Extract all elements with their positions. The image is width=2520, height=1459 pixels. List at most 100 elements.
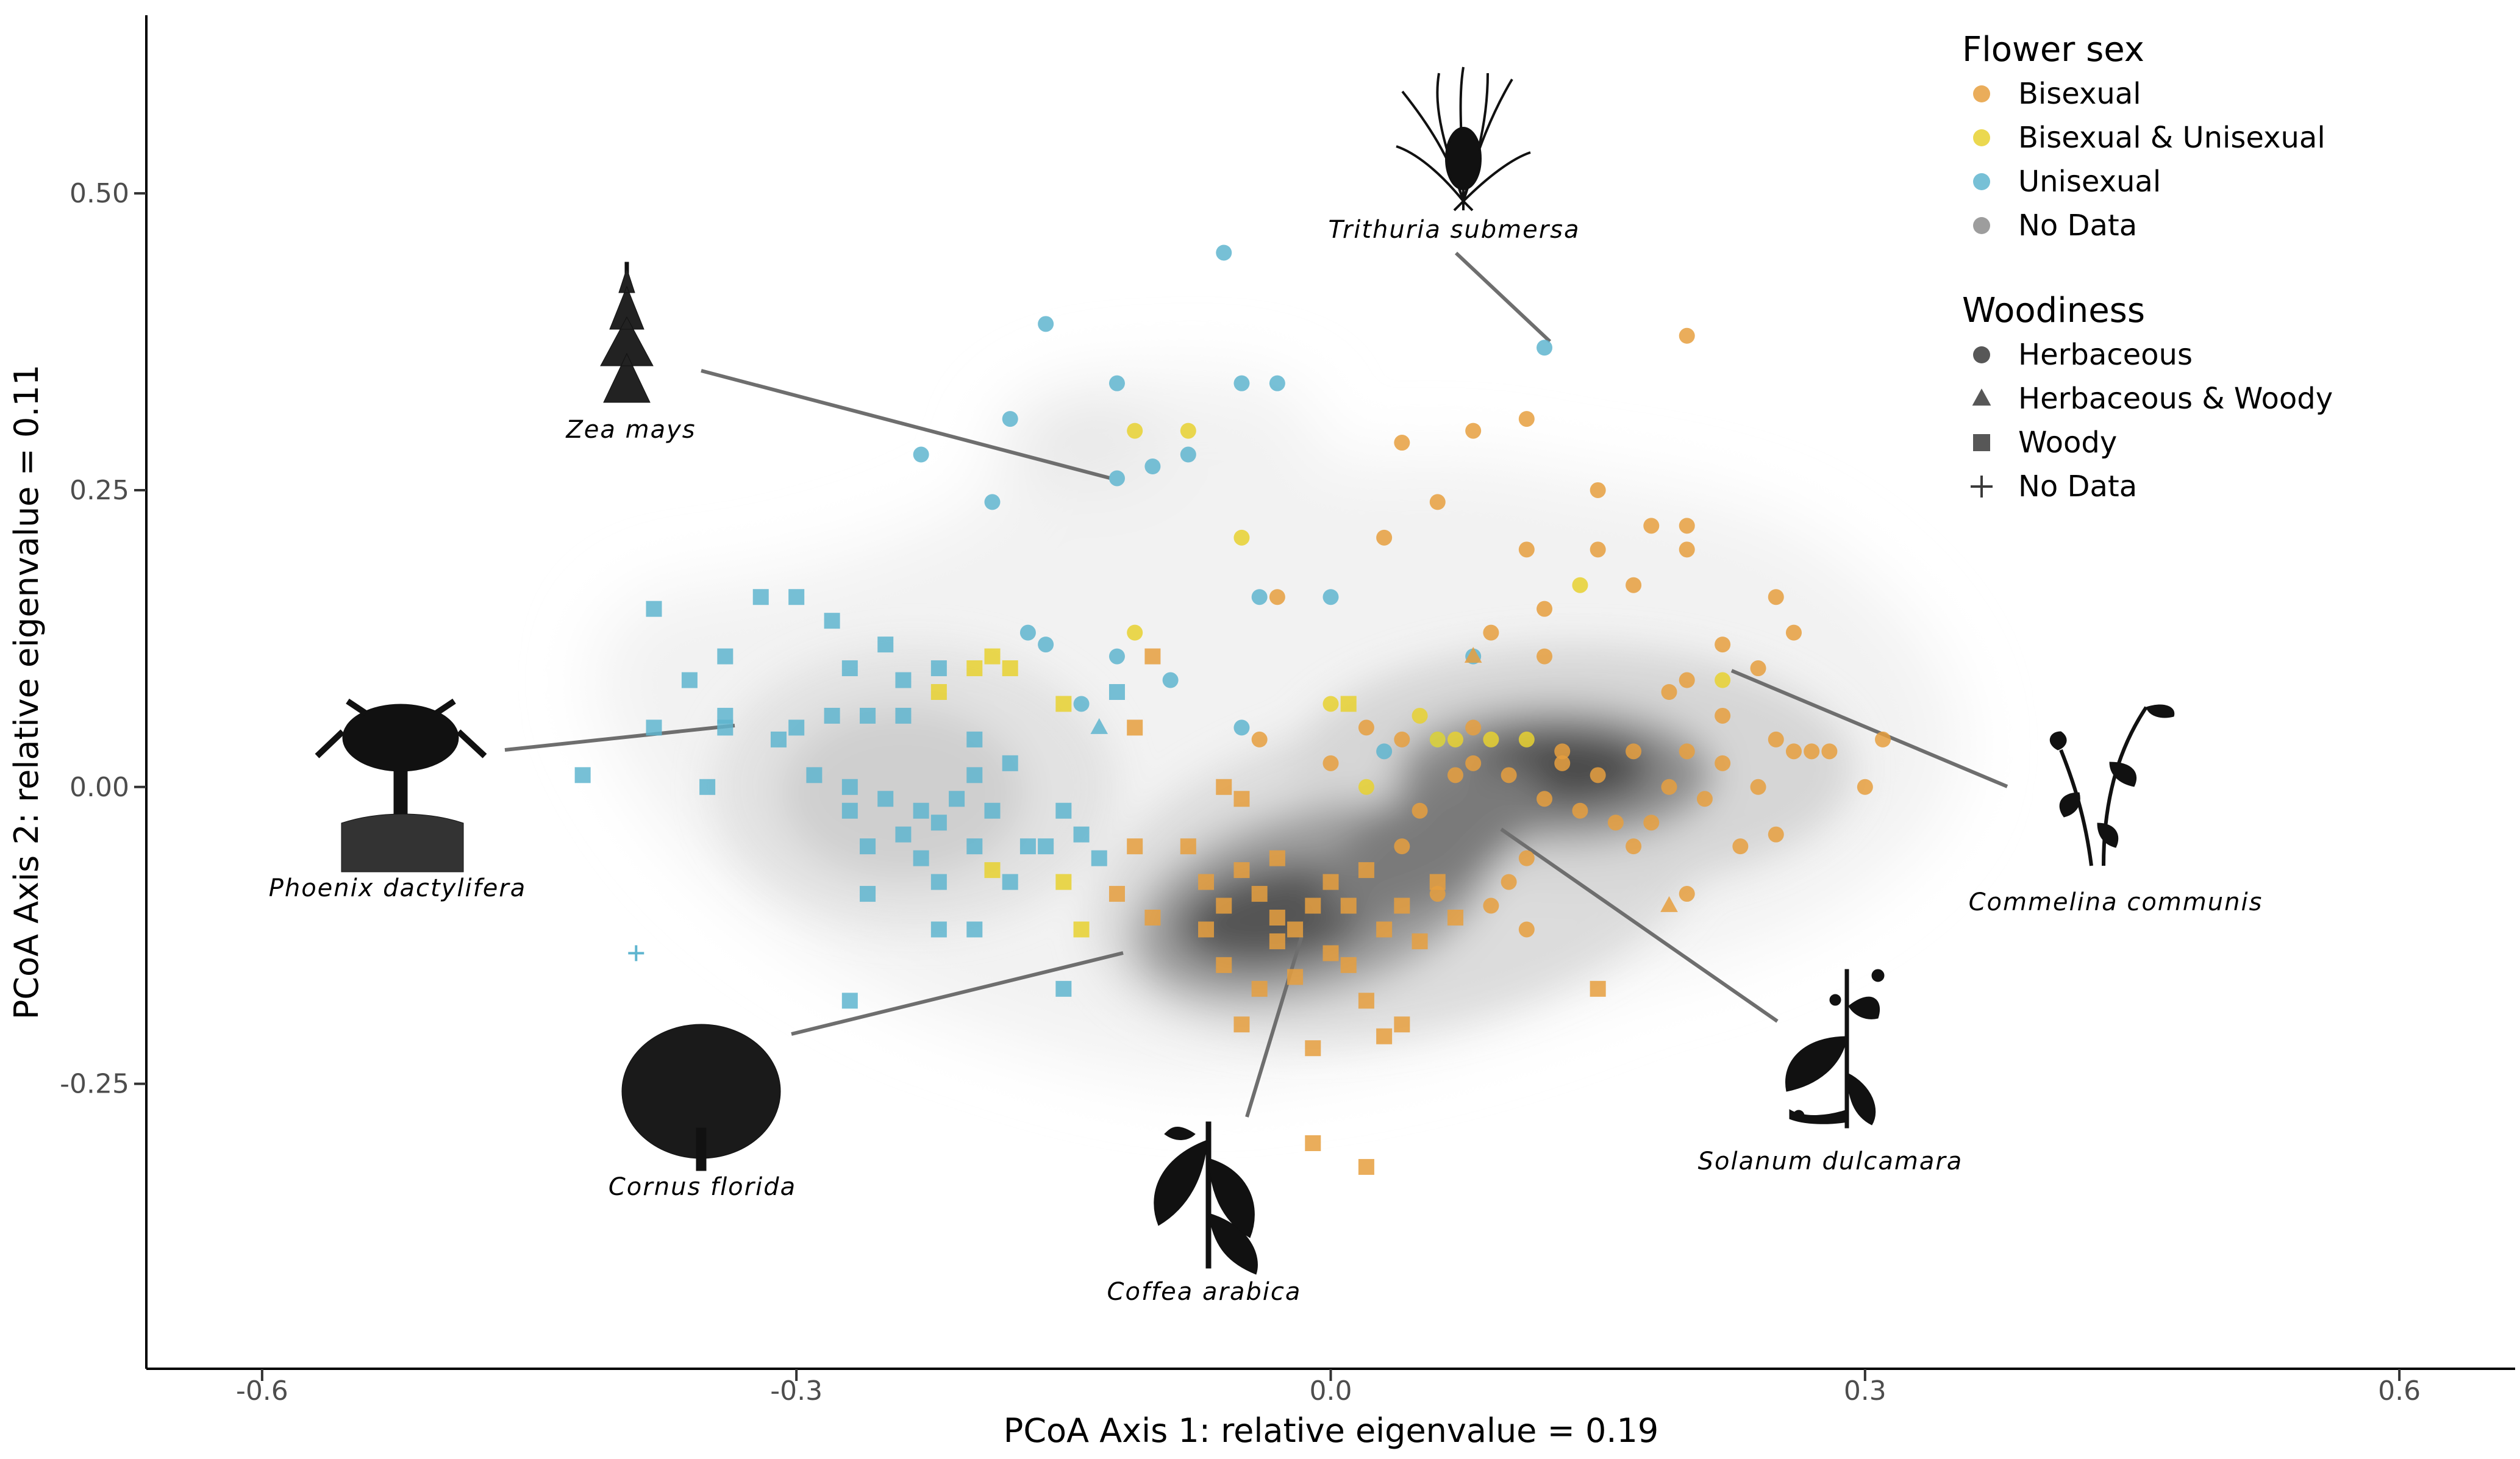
data-point [1572,577,1588,593]
legend-key [1973,346,1990,363]
data-point [1002,874,1018,890]
data-point [1002,411,1018,427]
data-point [930,874,947,890]
data-point [1715,707,1731,724]
data-point [1322,696,1339,712]
data-point [1108,684,1125,700]
data-point [1447,731,1463,747]
data-point [1127,423,1143,439]
data-point [841,660,858,677]
data-point [1322,945,1339,961]
data-point [1785,624,1802,641]
data-point [1537,601,1553,617]
data-point [1216,957,1232,973]
data-point [1412,933,1428,949]
cornus-silhouette [621,1024,781,1171]
data-point [1715,672,1731,688]
data-point [1340,957,1357,973]
data-point [1394,731,1410,747]
data-point [1322,755,1339,771]
data-point [860,886,876,902]
data-point [1715,755,1731,771]
data-point [646,719,662,736]
x-tick-label: 0.3 [1844,1375,1886,1407]
data-point [984,862,1001,879]
data-point [1233,529,1250,546]
data-point [930,660,947,677]
leader-phoenix [504,724,735,752]
data-point [1501,767,1517,783]
data-point [1376,1028,1393,1044]
y-axis-ticks: -0.25 0.00 0.25 0.50 [60,178,146,1100]
data-point [1643,815,1660,831]
solanum-silhouette [1785,969,1885,1129]
x-axis-ticks: -0.6 -0.3 0.0 0.3 0.6 [236,1369,2421,1407]
data-point [1412,802,1428,819]
data-point [1590,980,1606,997]
data-point [1429,494,1446,510]
data-point [1233,375,1250,391]
data-point [1358,719,1374,736]
plant-silhouettes [315,66,2175,1275]
data-point [1661,684,1677,700]
data-point [1394,897,1410,914]
data-point [1679,518,1695,534]
legend-label: Unisexual [2018,165,2161,199]
species-label: Solanum dulcamara [1698,1147,1963,1175]
data-point [1447,910,1463,926]
data-point [1269,589,1285,605]
data-point [1358,862,1374,879]
x-tick-label: 0.0 [1310,1375,1352,1407]
data-point [913,446,929,463]
legend-label: No Data [2018,209,2137,243]
data-point [788,719,805,736]
data-point [1537,791,1553,807]
data-point [841,779,858,795]
data-point [1038,637,1054,653]
species-label: Trithuria submersa [1328,216,1580,244]
data-point [841,993,858,1009]
data-point [1127,838,1143,855]
data-point [1750,660,1766,677]
data-point [895,672,912,688]
data-point [966,921,983,938]
species-label: Cornus florida [609,1173,796,1201]
data-point [1180,446,1196,463]
data-point [1216,897,1232,914]
phoenix-silhouette [315,698,487,872]
y-tick-label: 0.25 [70,475,129,506]
leader-commelina [1730,669,2008,788]
data-point [1376,743,1393,760]
data-point [1108,375,1125,391]
data-point [1002,755,1018,771]
data-point [1590,541,1606,558]
data-point [1055,980,1072,997]
data-point [1412,707,1428,724]
x-tick-label: -0.3 [770,1375,823,1407]
legend-label: No Data [2018,469,2137,504]
data-point [1857,779,1873,795]
legend-key [1973,434,1990,451]
data-point [1626,838,1642,855]
data-point [1768,589,1784,605]
data-point [1607,815,1624,831]
species-label: Coffea arabica [1107,1278,1302,1306]
legend-label: Bisexual [2018,77,2141,111]
data-point [930,684,947,700]
data-point [1038,316,1054,332]
data-point [1679,672,1695,688]
data-point [1483,731,1499,747]
data-point [1554,743,1571,760]
data-point [1518,411,1535,427]
data-point [1269,375,1285,391]
leader-cornus [791,951,1124,1036]
data-point [949,791,965,807]
data-point [1091,850,1107,866]
data-point [1590,767,1606,783]
data-point [1180,838,1196,855]
legend-key [1971,476,1993,498]
data-point [1073,696,1090,712]
data-point [877,637,894,653]
data-point [1768,731,1784,747]
